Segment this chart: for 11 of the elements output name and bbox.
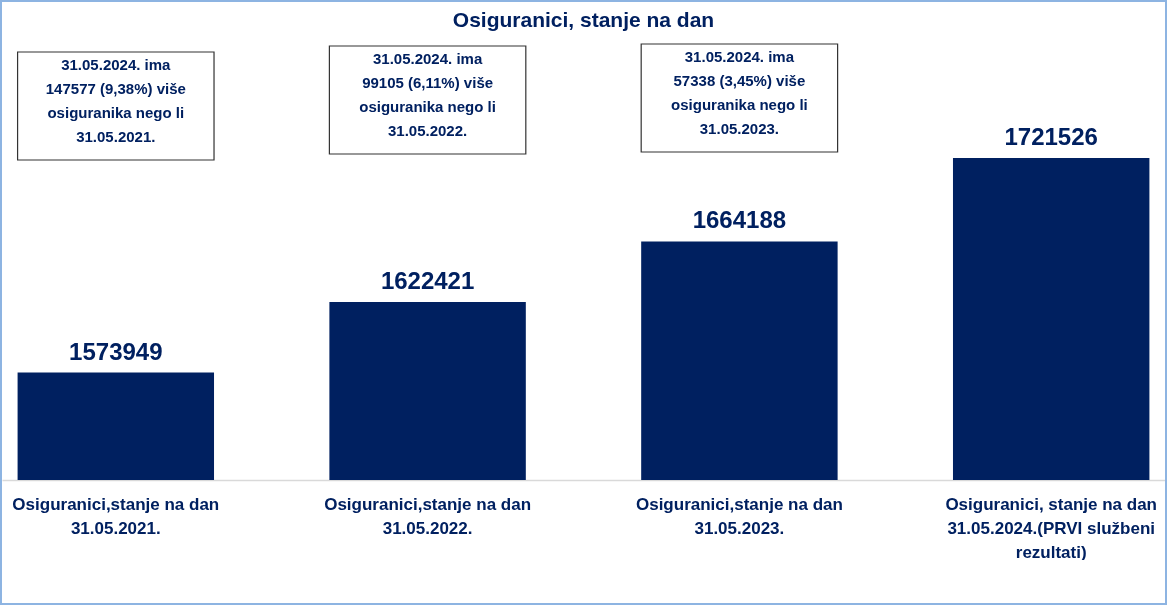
x-tick-label: Osiguranici,stanje na dan 31.05.2021. bbox=[12, 494, 220, 538]
x-tick-label: Osiguranici,stanje na dan 31.05.2023. bbox=[635, 494, 843, 538]
data-label: 1573949 bbox=[69, 337, 163, 365]
annotation: 31.05.2024. ima 99105 (6,11%) više osiguranika nego li 31.05.2022. bbox=[359, 50, 496, 139]
annotation: 31.05.2024. ima 57338 (3,45%) više osiguranika nego li 31.05.2023. bbox=[671, 48, 808, 137]
annotation: 31.05.2024. ima 147577 (9,38%) više osiguranika nego li 31.05.2021. bbox=[45, 56, 186, 145]
x-tick-label: Osiguranici,stanje na dan 31.05.2022. bbox=[324, 494, 532, 538]
chart-title: Osiguranici, stanje na dan bbox=[452, 8, 715, 32]
data-label: 1622421 bbox=[380, 267, 475, 295]
data-label: 1721526 bbox=[1004, 123, 1098, 151]
data-label: 1664188 bbox=[692, 206, 787, 234]
